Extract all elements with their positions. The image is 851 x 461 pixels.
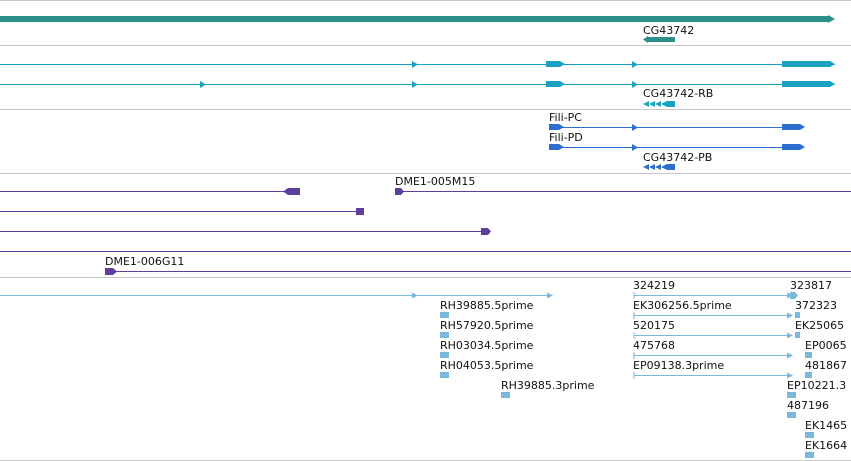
label-est-ep09138-3[interactable]: EP09138.3prime	[633, 359, 725, 372]
label-est-ek1664[interactable]: EK1664	[805, 439, 848, 452]
label-mrna-fili-pc[interactable]: Fili-PC	[549, 111, 582, 124]
clone-end[interactable]	[356, 208, 364, 215]
label-est-323817[interactable]: 323817	[790, 279, 832, 292]
est-475768-feature[interactable]	[633, 352, 793, 359]
mrna-cg43742-pb-feature[interactable]	[643, 164, 675, 170]
clone-track	[0, 188, 851, 275]
label-est-520175[interactable]: 520175	[633, 319, 675, 332]
est-ek1664-feature[interactable]	[805, 452, 814, 458]
label-est-ek25065[interactable]: EK25065	[795, 319, 845, 332]
gene-track	[0, 15, 835, 43]
fili-pd-exon[interactable]	[782, 144, 800, 150]
label-est-324219[interactable]: 324219	[633, 279, 675, 292]
est-323817-feature[interactable]	[790, 292, 798, 299]
clone-arrow[interactable]	[481, 228, 491, 235]
mrna-direction-arrow	[800, 144, 805, 150]
label-est-rh39885-5[interactable]: RH39885.5prime	[440, 299, 534, 312]
label-est-475768[interactable]: 475768	[633, 339, 675, 352]
fili-pd-exon[interactable]	[549, 144, 559, 150]
label-est-ek1465[interactable]: EK1465	[805, 419, 848, 432]
est-ek1465-feature[interactable]	[805, 432, 814, 438]
est-rh57920-5-feature[interactable]	[440, 332, 449, 338]
est-rh04053-5-feature[interactable]	[440, 372, 449, 378]
clone-arrow[interactable]	[283, 188, 300, 195]
est-rh39885-3-feature[interactable]	[501, 392, 510, 398]
est-ep10221-feature[interactable]	[787, 392, 796, 398]
est-487196-feature[interactable]	[787, 412, 796, 418]
label-est-ep0065[interactable]: EP0065	[805, 339, 847, 352]
est-520175-feature[interactable]	[633, 332, 793, 339]
mrna-exon[interactable]	[546, 81, 560, 87]
est-324219-feature[interactable]	[633, 292, 793, 299]
mrna-direction-arrow	[560, 61, 565, 67]
clone-005m15-arrow[interactable]	[395, 188, 404, 195]
mrna-direction-arrow	[830, 61, 835, 67]
est-track	[0, 292, 814, 458]
label-gene-cg43742[interactable]: CG43742	[643, 24, 695, 37]
gene-feature-cg43742-arrow	[643, 36, 648, 43]
est-rh39885-5-feature[interactable]	[440, 312, 449, 318]
label-mrna-cg43742-rb[interactable]: CG43742-RB	[643, 87, 714, 100]
mrna-track	[0, 61, 835, 107]
est-ek25065-feature[interactable]	[795, 332, 800, 338]
est-ep0065-feature[interactable]	[805, 352, 812, 358]
mrna-direction-arrow	[632, 124, 638, 131]
est-rh03034-5-feature[interactable]	[440, 352, 449, 358]
mrna-direction-arrow	[632, 81, 638, 88]
gene-feature-bar[interactable]	[0, 16, 828, 22]
label-est-rh57920-5[interactable]: RH57920.5prime	[440, 319, 534, 332]
mrna-direction-arrow	[632, 61, 638, 68]
label-est-rh39885-3[interactable]: RH39885.3prime	[501, 379, 595, 392]
mrna-direction-arrow	[412, 81, 418, 88]
gene-feature-arrow[interactable]	[828, 15, 835, 23]
mrna-alt-track	[549, 124, 805, 170]
mrna-direction-arrow	[200, 81, 206, 88]
label-est-372323[interactable]: 372323	[795, 299, 837, 312]
mrna-exon[interactable]	[782, 81, 830, 87]
label-est-487196[interactable]: 487196	[787, 399, 829, 412]
est-arrow	[547, 292, 553, 299]
mrna-direction-arrow	[560, 81, 565, 87]
mrna-exon[interactable]	[546, 61, 560, 67]
label-est-rh03034-5[interactable]: RH03034.5prime	[440, 339, 534, 352]
est-372323-feature[interactable]	[795, 312, 800, 318]
mrna-direction-arrow	[830, 81, 835, 87]
mrna-direction-arrow	[412, 61, 418, 68]
label-clone-005m15[interactable]: DME1-005M15	[395, 175, 476, 188]
est-481867-feature[interactable]	[805, 372, 812, 378]
mrna-direction-arrow	[800, 124, 805, 130]
mrna-exon[interactable]	[782, 61, 830, 67]
est-ep09138-3-feature[interactable]	[633, 372, 793, 379]
label-mrna-fili-pd[interactable]: Fili-PD	[549, 131, 583, 144]
label-est-rh04053-5[interactable]: RH04053.5prime	[440, 359, 534, 372]
clone-006g11-arrow[interactable]	[105, 268, 117, 275]
fili-pc-exon[interactable]	[782, 124, 800, 130]
fili-pc-exon[interactable]	[549, 124, 559, 130]
label-est-ep10221[interactable]: EP10221.3	[787, 379, 847, 392]
mrna-cg43742-rb-feature[interactable]	[643, 101, 675, 107]
est-arrow	[412, 292, 418, 299]
label-clone-006g11[interactable]: DME1-006G11	[105, 255, 185, 268]
label-est-ek306256-5[interactable]: EK306256.5prime	[633, 299, 732, 312]
label-est-481867[interactable]: 481867	[805, 359, 847, 372]
label-mrna-cg43742-pb[interactable]: CG43742-PB	[643, 151, 713, 164]
est-ek306256-5-feature[interactable]	[633, 312, 793, 319]
gene-feature-cg43742[interactable]	[648, 37, 675, 42]
mrna-direction-arrow	[632, 144, 638, 151]
